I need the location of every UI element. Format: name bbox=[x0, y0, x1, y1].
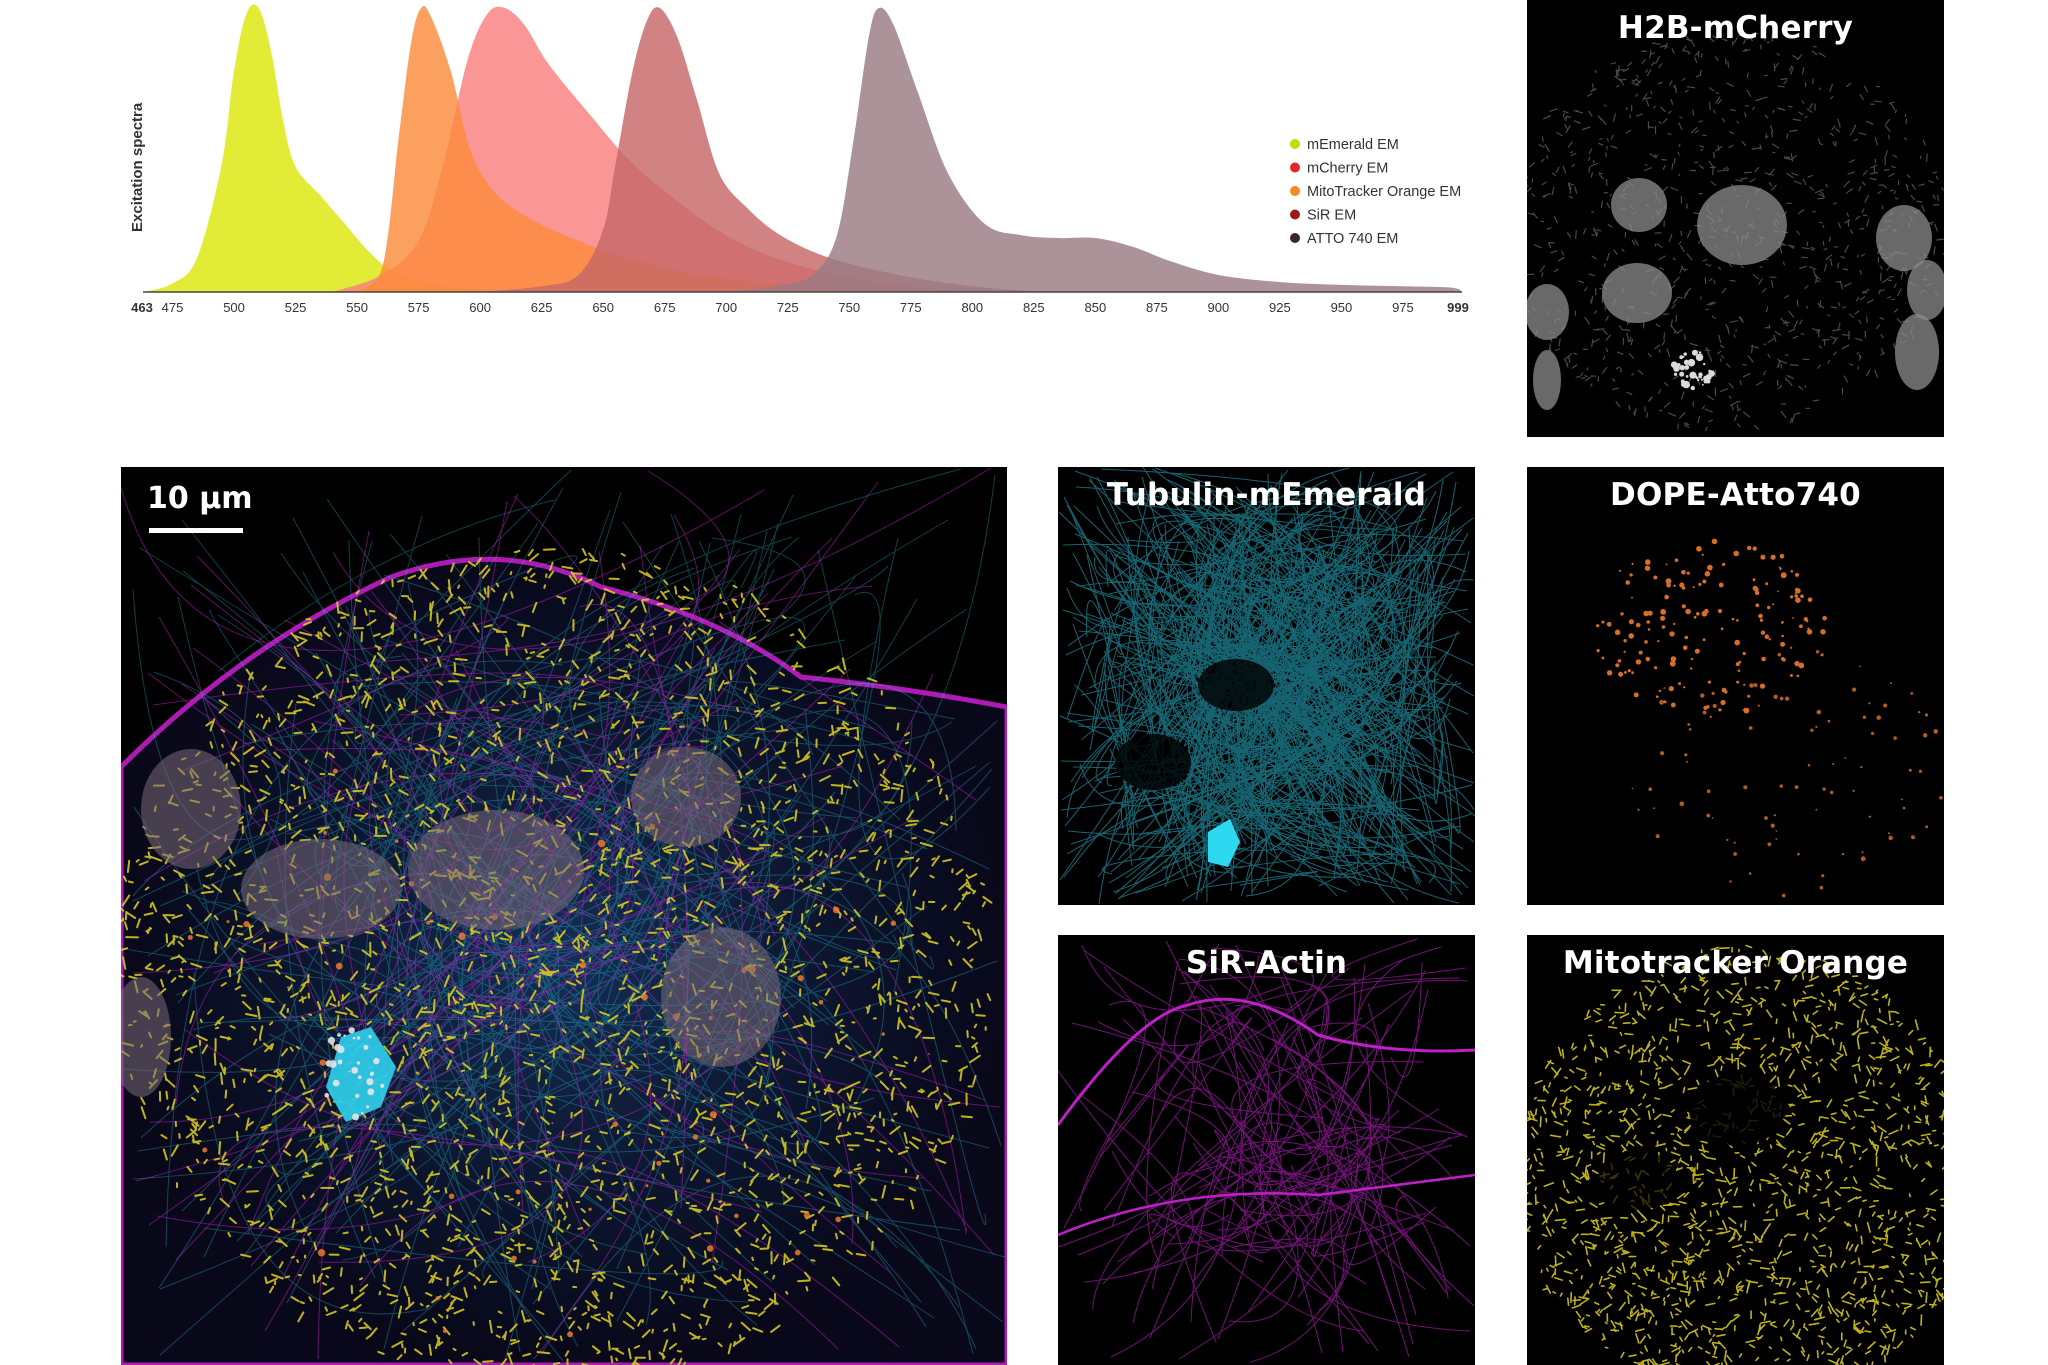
x-tick-label: 675 bbox=[654, 300, 676, 315]
h2b-mcherry-panel: H2B-mCherry bbox=[1527, 0, 1944, 437]
x-tick-label: 475 bbox=[162, 300, 184, 315]
dope-image bbox=[1596, 538, 1943, 898]
nucleus bbox=[631, 747, 741, 847]
legend-label: MitoTracker Orange EM bbox=[1307, 184, 1461, 200]
x-tick-label: 950 bbox=[1331, 300, 1353, 315]
actin-image bbox=[1058, 938, 1475, 1363]
nucleus bbox=[1876, 205, 1932, 271]
legend-label: mCherry EM bbox=[1307, 161, 1388, 177]
x-tick-label: 575 bbox=[408, 300, 430, 315]
x-tick-label: 550 bbox=[346, 300, 368, 315]
mitotracker-panel-title: Mitotracker Orange bbox=[1562, 945, 1909, 981]
x-tick-label: 650 bbox=[592, 300, 614, 315]
x-tick-label: 625 bbox=[531, 300, 553, 315]
merge-panel: 10 µm bbox=[121, 467, 1007, 1365]
legend-label: SiR EM bbox=[1307, 208, 1356, 224]
x-tick-label: 750 bbox=[838, 300, 860, 315]
nucleus bbox=[241, 839, 401, 939]
tubulin-image bbox=[1058, 467, 1475, 905]
nucleus bbox=[1697, 185, 1787, 265]
spectra-chart: 463 475 500 525 550 575 600 625 650 675 700 725 750 7… bbox=[129, 4, 1469, 315]
tubulin-panel: Tubulin-mEmerald bbox=[1058, 467, 1475, 905]
h2b-panel-title: H2B-mCherry bbox=[1617, 10, 1854, 46]
merge-image bbox=[121, 467, 1007, 1365]
legend: mEmerald EM mCherry EM MitoTracker Orange … bbox=[1290, 137, 1461, 247]
x-axis-ticks: 463 475 500 525 550 575 600 625 650 675 700 725 750 7… bbox=[131, 300, 1469, 315]
series-area-0 bbox=[143, 4, 530, 292]
nucleus bbox=[141, 749, 241, 869]
y-axis-label: Excitation spectra bbox=[129, 102, 146, 232]
x-tick-label: 825 bbox=[1023, 300, 1045, 315]
nucleus bbox=[408, 810, 584, 930]
mitotracker-panel: Mitotracker Orange bbox=[1527, 935, 1944, 1365]
scale-bar bbox=[149, 528, 243, 533]
tubulin-panel-title: Tubulin-mEmerald bbox=[1106, 477, 1427, 513]
legend-swatch bbox=[1290, 233, 1300, 243]
x-tick-label: 975 bbox=[1392, 300, 1414, 315]
dope-panel: DOPE-Atto740 bbox=[1527, 467, 1944, 905]
x-tick-label: 775 bbox=[900, 300, 922, 315]
mitotic-spindle bbox=[1208, 819, 1240, 867]
mitotracker-image bbox=[1527, 944, 1944, 1365]
nucleus bbox=[121, 977, 171, 1097]
series-area-2 bbox=[352, 5, 874, 293]
nucleus bbox=[1533, 350, 1561, 410]
legend-label: ATTO 740 EM bbox=[1307, 231, 1398, 247]
x-tick-label: 999 bbox=[1447, 300, 1469, 315]
x-tick-label: 850 bbox=[1084, 300, 1106, 315]
series-area-3 bbox=[480, 7, 1047, 293]
series-area-4 bbox=[726, 7, 1462, 293]
actin-panel-title: SiR-Actin bbox=[1185, 945, 1348, 981]
legend-swatch bbox=[1290, 162, 1300, 173]
x-tick-label: 700 bbox=[715, 300, 737, 315]
legend-label: mEmerald EM bbox=[1307, 137, 1399, 153]
x-tick-label: 725 bbox=[777, 300, 799, 315]
x-tick-label: 900 bbox=[1208, 300, 1230, 315]
actin-panel: SiR-Actin bbox=[1058, 935, 1475, 1365]
x-tick-label: 875 bbox=[1146, 300, 1168, 315]
legend-swatch bbox=[1290, 186, 1300, 196]
nucleus bbox=[1895, 314, 1939, 390]
legend-swatch bbox=[1290, 139, 1300, 149]
h2b-image bbox=[1527, 31, 1944, 432]
nucleus bbox=[1527, 284, 1569, 340]
scale-bar-label: 10 µm bbox=[147, 481, 253, 516]
x-tick-label: 500 bbox=[223, 300, 245, 315]
nucleus bbox=[1611, 178, 1667, 232]
x-tick-label: 463 bbox=[131, 300, 153, 315]
x-tick-label: 800 bbox=[961, 300, 983, 315]
spectra-areas bbox=[143, 4, 1462, 293]
nucleus bbox=[1602, 263, 1672, 323]
x-tick-label: 525 bbox=[285, 300, 307, 315]
nucleus bbox=[1907, 260, 1944, 320]
x-tick-label: 600 bbox=[469, 300, 491, 315]
legend-swatch bbox=[1290, 209, 1300, 220]
dope-panel-title: DOPE-Atto740 bbox=[1610, 477, 1861, 513]
x-tick-label: 925 bbox=[1269, 300, 1291, 315]
nucleus bbox=[661, 927, 781, 1067]
